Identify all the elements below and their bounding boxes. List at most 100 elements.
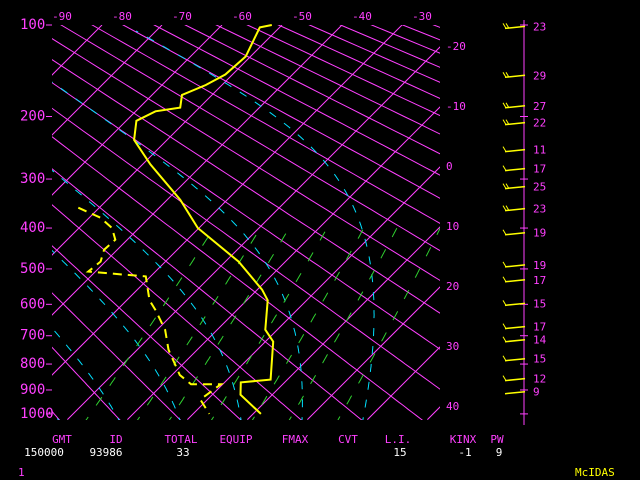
pressure-label: 800 <box>20 356 45 372</box>
wind-speed-label: 9 <box>533 386 540 399</box>
wind-barb <box>502 119 526 126</box>
barb-flag <box>502 165 507 171</box>
wind-speed-label: 15 <box>533 297 546 310</box>
stat-label: TOTAL <box>164 433 197 446</box>
stat-label: L.I. <box>385 433 412 446</box>
barb-flag <box>502 300 507 306</box>
barb-flag <box>502 183 507 189</box>
pressure-label: 200 <box>20 108 45 124</box>
moist-adiabat <box>52 327 120 420</box>
wind-barb <box>502 375 526 382</box>
wind-barb <box>502 355 526 362</box>
stat-label: PW <box>490 433 504 446</box>
barb-staff <box>504 390 526 395</box>
wind-barb <box>502 146 526 153</box>
barb-staff <box>504 325 526 330</box>
wind-speed-label: 15 <box>533 353 546 366</box>
dry-adiabat <box>52 107 440 390</box>
isotherm <box>52 25 403 376</box>
dry-adiabat <box>52 82 440 350</box>
wind-barb <box>502 323 526 330</box>
isotherm <box>127 106 440 420</box>
barb-staff <box>504 377 526 382</box>
temperature-label: -20 <box>446 40 466 53</box>
dry-adiabat <box>308 25 440 83</box>
mixing-ratio <box>251 227 365 420</box>
mixing-ratio <box>136 227 261 420</box>
wind-barb <box>502 72 526 79</box>
barb-flag <box>502 119 507 125</box>
barb-staff <box>504 148 526 153</box>
wind-speed-label: 17 <box>533 321 546 334</box>
mixing-ratio <box>210 227 328 420</box>
dry-adiabat <box>432 25 440 28</box>
pressure-label: 700 <box>20 328 45 344</box>
stat-label: GMT <box>52 433 72 446</box>
wind-barb <box>502 229 526 236</box>
mixing-ratio <box>168 227 290 420</box>
stat-label: KINX <box>450 433 477 446</box>
barb-flag <box>505 119 510 125</box>
barb-staff <box>504 264 526 268</box>
wind-barb <box>502 300 526 307</box>
pressure-label: 100 <box>20 17 45 33</box>
temperature-profile <box>133 24 275 415</box>
barb-flag <box>502 102 507 109</box>
stat-label: EQUIP <box>219 433 252 446</box>
temperature-label: -60 <box>232 10 252 23</box>
isotherm <box>52 25 283 256</box>
dry-adiabat <box>91 25 440 224</box>
moist-adiabat <box>52 169 242 420</box>
wind-barb <box>502 165 526 172</box>
isotherm <box>187 166 440 420</box>
temperature-label: 40 <box>446 400 459 413</box>
mixing-ratio <box>337 227 440 420</box>
temperature-label: -80 <box>112 10 132 23</box>
stat-value: 33 <box>176 446 189 459</box>
dry-adiabat <box>52 38 440 281</box>
pressure-label: 500 <box>20 261 45 277</box>
wind-speed-label: 17 <box>533 274 546 287</box>
barb-staff <box>504 279 526 283</box>
temperature-label: -70 <box>172 10 192 23</box>
stat-value: 9 <box>496 446 503 459</box>
dry-adiabat <box>153 25 440 176</box>
temperature-label: 0 <box>446 160 453 173</box>
wind-barb <box>502 261 526 268</box>
dewpoint-profile <box>77 206 225 415</box>
temperature-label: -50 <box>292 10 312 23</box>
dry-adiabat <box>122 25 440 199</box>
brand: McIDAS <box>575 466 615 479</box>
temperature-label: 20 <box>446 280 459 293</box>
barb-flag <box>502 72 507 78</box>
temperature-label: -90 <box>52 10 72 23</box>
stat-value: -1 <box>458 446 471 459</box>
isotherm <box>52 25 223 196</box>
barb-flag <box>502 375 507 381</box>
dry-adiabat <box>52 168 363 420</box>
pressure-label: 300 <box>20 171 45 187</box>
stat-value: 15 <box>393 446 406 459</box>
barb-staff <box>504 167 526 172</box>
barb-staff <box>504 302 526 307</box>
dry-adiabat <box>215 25 440 135</box>
wind-speed-label: 27 <box>533 100 546 113</box>
barb-flag <box>502 276 507 283</box>
barb-flag <box>502 229 507 236</box>
wind-speed-label: 12 <box>533 373 546 386</box>
dry-adiabat <box>52 346 121 420</box>
stat-value: 150000 <box>24 446 64 459</box>
wind-barb <box>502 205 526 212</box>
wind-barb <box>502 336 526 343</box>
barb-flag <box>505 205 510 211</box>
dry-adiabat <box>52 136 424 420</box>
wind-speed-label: 19 <box>533 259 546 272</box>
temperature-label: -10 <box>446 100 466 113</box>
wind-speed-label: 29 <box>533 69 546 82</box>
barb-flag <box>505 183 510 189</box>
wind-speed-label: 22 <box>533 117 546 130</box>
dry-adiabat <box>52 245 242 420</box>
stat-label: CVT <box>338 433 358 446</box>
wind-speed-label: 23 <box>533 203 546 216</box>
